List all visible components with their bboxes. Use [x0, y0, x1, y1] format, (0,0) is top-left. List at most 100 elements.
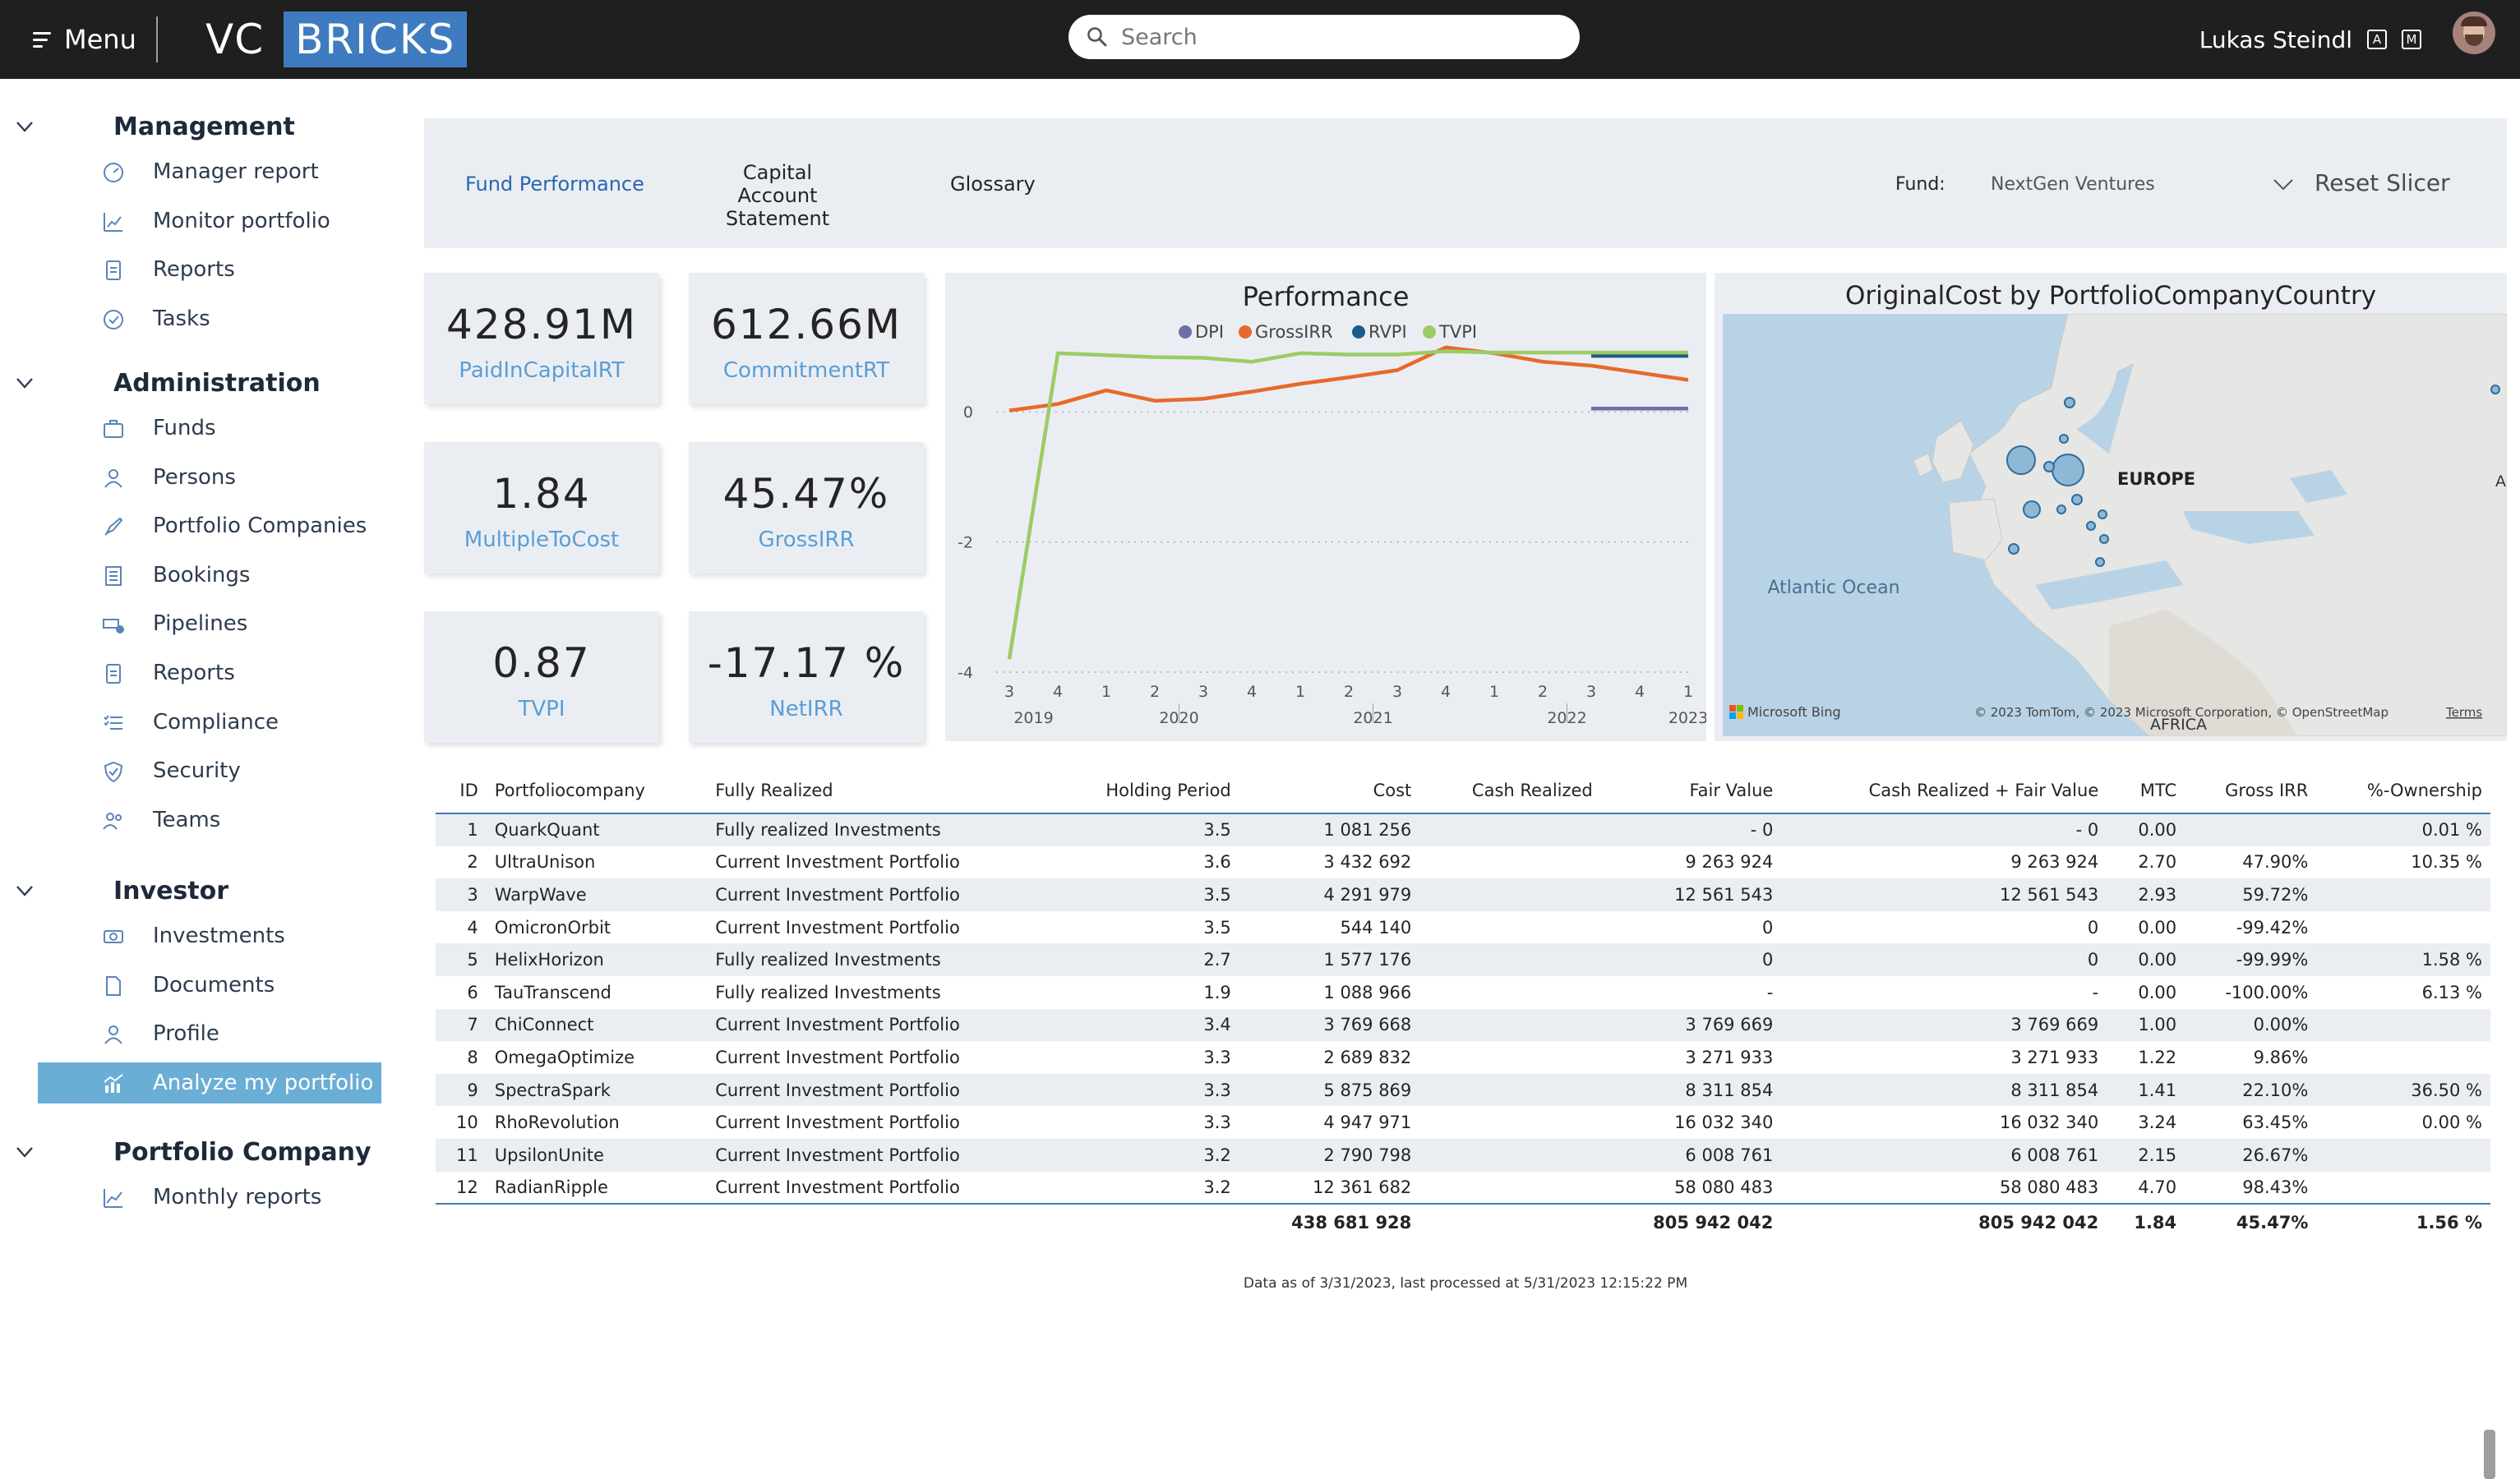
- table-row[interactable]: 8 OmegaOptimize Current Investment Portfol…: [436, 1041, 2490, 1074]
- table-row[interactable]: 2 UltraUnison Current Investment Portfolio…: [436, 846, 2490, 879]
- table-row[interactable]: 12 RadianRipple Current Investment Portfol…: [436, 1172, 2490, 1205]
- sidebar-item-funds[interactable]: Funds: [38, 408, 381, 449]
- search-box[interactable]: [1068, 15, 1580, 59]
- map-area[interactable]: EUROPE Atlantic Ocean AFRICA A Microsoft…: [1723, 314, 2507, 736]
- sidebar-item-analyze-my-portfolio[interactable]: Analyze my portfolio: [38, 1062, 381, 1103]
- column-header-cash-realized[interactable]: Cash Realized: [1419, 767, 1601, 814]
- map-bubble[interactable]: [2043, 461, 2055, 472]
- x-tick-label: 2: [1150, 683, 1160, 701]
- column-header-cash-realized-fair-value[interactable]: Cash Realized + Fair Value: [1781, 767, 2107, 814]
- sidebar-item-monitor-portfolio[interactable]: Monitor portfolio: [38, 200, 381, 242]
- x-tick-label: 1: [1101, 683, 1111, 701]
- tab-fund-performance[interactable]: Fund Performance: [465, 173, 644, 196]
- table-cell: 3: [436, 878, 487, 911]
- sidebar-section-investor[interactable]: Investor: [0, 868, 395, 914]
- table-row[interactable]: 5 HelixHorizon Fully realized Investments 2…: [436, 943, 2490, 976]
- column-header-mtc[interactable]: MTC: [2107, 767, 2185, 814]
- sidebar-item-manager-report[interactable]: Manager report: [38, 151, 381, 192]
- tab-capital-account-statement[interactable]: Capital Account Statement: [725, 161, 830, 230]
- table-cell: 6.13 %: [2421, 982, 2482, 1002]
- user-menu[interactable]: Lukas Steindl A M: [2199, 12, 2421, 67]
- table-cell: 0.00 %: [2421, 1113, 2482, 1133]
- map-bubble[interactable]: [2098, 509, 2107, 519]
- map-bubble[interactable]: [2023, 500, 2041, 518]
- performance-chart[interactable]: 0 -2 -4 3 4 1 2 3 4 1 2 3 4 1 2 3 4 1 2019 2020 2021 2022 2023…: [945, 273, 1706, 741]
- table-cell: 9: [436, 1073, 487, 1107]
- map-bubble[interactable]: [2086, 521, 2096, 531]
- table-row[interactable]: 3 WarpWave Current Investment Portfolio 3.5…: [436, 878, 2490, 911]
- column-header-cost[interactable]: Cost: [1239, 767, 1420, 814]
- chevron-down-icon[interactable]: [15, 117, 35, 136]
- search-input[interactable]: [1121, 24, 1548, 50]
- sidebar-section-portfolio-company[interactable]: Portfolio Company: [0, 1129, 395, 1175]
- map-bubble[interactable]: [2008, 543, 2019, 555]
- map-visual[interactable]: OriginalCost by PortfolioCompanyCountry: [1715, 273, 2507, 741]
- table-row[interactable]: 4 OmicronOrbit Current Investment Portfoli…: [436, 911, 2490, 944]
- chevron-down-icon[interactable]: [15, 881, 35, 901]
- map-bubble[interactable]: [2095, 557, 2105, 567]
- table-row[interactable]: 10 RhoRevolution Current Investment Portfo…: [436, 1106, 2490, 1139]
- table-cell: TauTranscend: [494, 982, 612, 1002]
- table-cell: 0: [2087, 917, 2099, 938]
- avatar[interactable]: [2453, 12, 2495, 54]
- sidebar-item-pipelines[interactable]: Pipelines: [38, 603, 381, 644]
- column-header-portfoliocompany[interactable]: Portfoliocompany: [486, 767, 708, 814]
- table-cell: 9 263 924: [1685, 852, 1774, 873]
- sidebar-item-compliance[interactable]: Compliance: [38, 702, 381, 743]
- column-header-holding-period[interactable]: Holding Period: [1051, 767, 1239, 814]
- table-cell: 3 432 692: [1323, 852, 1412, 873]
- sidebar-item-tasks[interactable]: Tasks: [38, 298, 381, 339]
- column-header-id[interactable]: ID: [436, 767, 487, 814]
- legend-marker-dpi: [1179, 325, 1192, 339]
- sidebar-item-profile[interactable]: Profile: [38, 1013, 381, 1054]
- map-bubble[interactable]: [2071, 494, 2083, 505]
- table-row[interactable]: 11 UpsilonUnite Current Investment Portfol…: [436, 1138, 2490, 1172]
- table-cell: WarpWave: [486, 878, 708, 911]
- sidebar-item-persons[interactable]: Persons: [38, 457, 381, 498]
- table-row[interactable]: 6 TauTranscend Fully realized Investments 1…: [436, 976, 2490, 1009]
- table-row[interactable]: 7 ChiConnect Current Investment Portfolio 3…: [436, 1008, 2490, 1042]
- sidebar-item-monthly-reports[interactable]: Monthly reports: [38, 1177, 381, 1218]
- reset-slicer-button[interactable]: Reset Slicer: [2315, 169, 2450, 196]
- map-bubble[interactable]: [2099, 534, 2109, 544]
- table-row[interactable]: 1 QuarkQuant Fully realized Investments 3.5…: [436, 813, 2490, 846]
- sidebar-item-teams[interactable]: Teams: [38, 799, 381, 841]
- tab-glossary[interactable]: Glossary: [950, 173, 1036, 196]
- chevron-down-icon[interactable]: [15, 373, 35, 393]
- sidebar-section-management[interactable]: Management: [0, 104, 395, 150]
- table-scrollbar[interactable]: [2484, 1430, 2495, 1479]
- map-label-ocean: Atlantic Ocean: [1767, 578, 1899, 598]
- table-cell: 2 689 832: [1323, 1047, 1412, 1067]
- sidebar-item-security[interactable]: Security: [38, 750, 381, 791]
- performance-chart-svg: 0 -2 -4 3 4 1 2 3 4 1 2 3 4 1 2 3 4 1 2019 2020 2021 2022 2023…: [958, 322, 1706, 727]
- table-row[interactable]: 9 SpectraSpark Current Investment Portfoli…: [436, 1073, 2490, 1107]
- table-cell: 0: [1761, 917, 1774, 938]
- chart-icon: [104, 212, 122, 232]
- kpi-caption: GrossIRR: [758, 528, 855, 552]
- column-header-fully-realized[interactable]: Fully Realized: [707, 767, 1052, 814]
- column-header-gross-irr[interactable]: Gross IRR: [2185, 767, 2317, 814]
- sidebar-item-portfolio-companies[interactable]: Portfolio Companies: [38, 505, 381, 546]
- sidebar-item-documents[interactable]: Documents: [38, 965, 381, 1006]
- menu-button[interactable]: Menu: [33, 18, 136, 61]
- map-bubble[interactable]: [2059, 434, 2069, 444]
- vc-bricks-logo[interactable]: VC BRICKS: [205, 12, 468, 67]
- map-bubble[interactable]: [2052, 454, 2084, 486]
- person-icon: [104, 468, 122, 488]
- sidebar-item-reports[interactable]: Reports: [38, 249, 381, 290]
- map-terms-link[interactable]: Terms: [2445, 705, 2482, 720]
- sidebar-item-investments[interactable]: Investments: [38, 915, 381, 956]
- column-header-fair-value[interactable]: Fair Value: [1600, 767, 1782, 814]
- column-header--ownership[interactable]: %-Ownership: [2316, 767, 2490, 814]
- user-name: Lukas Steindl: [2199, 25, 2352, 53]
- map-bubble[interactable]: [2490, 385, 2500, 394]
- map-bubble[interactable]: [2056, 505, 2066, 514]
- fund-slicer-dropdown[interactable]: NextGen Ventures: [1991, 166, 2295, 202]
- sidebar-item-reports[interactable]: Reports: [38, 652, 381, 693]
- map-bubble[interactable]: [2064, 397, 2075, 408]
- sidebar-item-bookings[interactable]: Bookings: [38, 555, 381, 596]
- sidebar-section-administration[interactable]: Administration: [0, 360, 395, 406]
- table-cell: 98.43%: [2242, 1177, 2309, 1197]
- map-bubble[interactable]: [2006, 445, 2036, 475]
- chevron-down-icon[interactable]: [15, 1142, 35, 1162]
